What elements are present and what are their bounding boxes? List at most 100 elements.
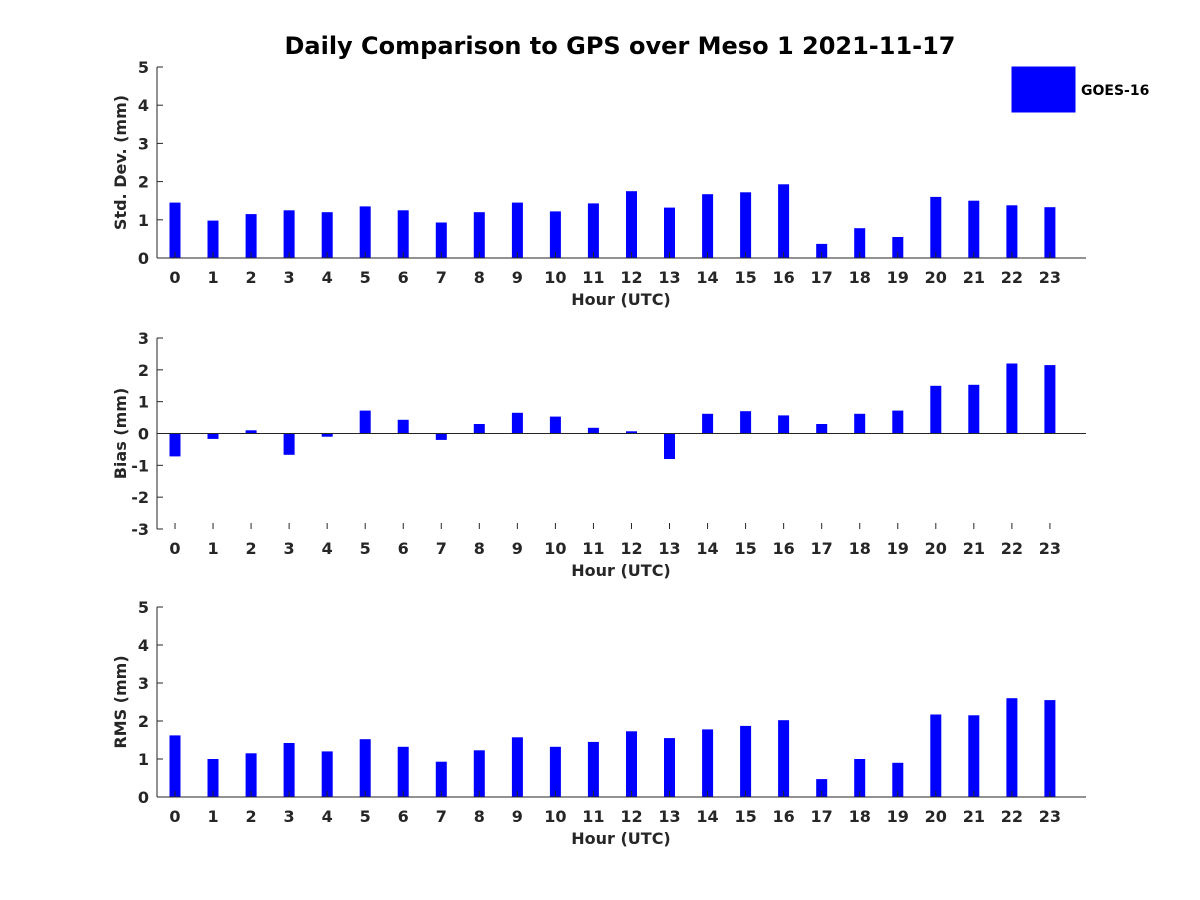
bar-bias-hour-8 bbox=[473, 424, 485, 434]
rms-xtick-label: 18 bbox=[849, 807, 871, 826]
std-ytick-label: 2 bbox=[138, 173, 149, 192]
legend: GOES-16 bbox=[1011, 66, 1149, 113]
bar-bias-hour-21 bbox=[968, 384, 980, 434]
rms-xtick-label: 10 bbox=[544, 807, 566, 826]
rms-xtick-label: 4 bbox=[322, 807, 333, 826]
bias-xtick-label: 14 bbox=[696, 539, 718, 558]
std-xtick-label: 20 bbox=[925, 268, 947, 287]
bar-bias-hour-22 bbox=[1006, 363, 1018, 434]
bar-bias-hour-23 bbox=[1044, 365, 1056, 434]
bias-xtick-label: 3 bbox=[284, 539, 295, 558]
std-xtick-label: 6 bbox=[398, 268, 409, 287]
bar-rms-hour-19 bbox=[892, 762, 904, 797]
bar-bias-hour-12 bbox=[626, 431, 637, 434]
bias-xtick-label: 9 bbox=[512, 539, 523, 558]
bar-std-hour-21 bbox=[968, 200, 980, 258]
bias-x-axis-label: Hour (UTC) bbox=[571, 561, 671, 580]
std-xtick-label: 2 bbox=[246, 268, 257, 287]
rms-xtick-label: 1 bbox=[207, 807, 218, 826]
std-x-axis-label: Hour (UTC) bbox=[571, 290, 671, 309]
std-xtick-label: 22 bbox=[1001, 268, 1023, 287]
rms-xtick-label: 17 bbox=[811, 807, 833, 826]
bar-rms-hour-12 bbox=[626, 731, 637, 797]
bar-std-hour-7 bbox=[435, 222, 447, 258]
bar-rms-hour-14 bbox=[702, 729, 714, 797]
bar-std-hour-6 bbox=[397, 210, 409, 259]
rms-ytick-label: 1 bbox=[138, 750, 149, 769]
bias-xtick-label: 10 bbox=[544, 539, 566, 558]
rms-ytick-label: 4 bbox=[138, 636, 149, 655]
std-xtick-label: 17 bbox=[811, 268, 833, 287]
bar-bias-hour-19 bbox=[892, 410, 904, 434]
bias-xtick-label: 23 bbox=[1039, 539, 1061, 558]
bar-rms-hour-10 bbox=[549, 746, 561, 797]
bias-xtick-label: 7 bbox=[436, 539, 447, 558]
std-xtick-label: 13 bbox=[658, 268, 680, 287]
std-xtick-label: 5 bbox=[360, 268, 371, 287]
bias-xtick-label: 15 bbox=[734, 539, 756, 558]
rms-ytick-label: 2 bbox=[138, 712, 149, 731]
bar-rms-hour-8 bbox=[473, 750, 485, 797]
chart-title: Daily Comparison to GPS over Meso 1 2021… bbox=[284, 32, 955, 60]
bar-std-hour-13 bbox=[664, 207, 675, 258]
bar-rms-hour-11 bbox=[587, 741, 599, 797]
bar-rms-hour-3 bbox=[283, 743, 295, 797]
bar-bias-hour-20 bbox=[930, 385, 942, 434]
bias-xtick-label: 5 bbox=[360, 539, 371, 558]
std-ytick-label: 4 bbox=[138, 96, 149, 115]
bias-ytick-label: 2 bbox=[138, 361, 149, 380]
bar-bias-hour-16 bbox=[778, 415, 790, 434]
std-xtick-label: 18 bbox=[849, 268, 871, 287]
bias-xtick-label: 0 bbox=[169, 539, 180, 558]
bar-bias-hour-1 bbox=[207, 433, 219, 439]
rms-xtick-label: 20 bbox=[925, 807, 947, 826]
bias-xtick-label: 8 bbox=[474, 539, 485, 558]
bar-bias-hour-9 bbox=[511, 412, 523, 434]
bias-xtick-label: 20 bbox=[925, 539, 947, 558]
bar-std-hour-15 bbox=[740, 192, 752, 258]
bar-rms-hour-23 bbox=[1044, 700, 1056, 797]
std-xtick-label: 8 bbox=[474, 268, 485, 287]
bar-bias-hour-6 bbox=[397, 419, 409, 434]
bar-rms-hour-15 bbox=[740, 725, 752, 797]
std-xtick-label: 16 bbox=[773, 268, 795, 287]
bar-std-hour-5 bbox=[359, 206, 371, 258]
rms-ytick-label: 3 bbox=[138, 674, 149, 693]
bar-bias-hour-17 bbox=[816, 424, 828, 434]
rms-y-axis-label: RMS (mm) bbox=[111, 655, 130, 748]
rms-xtick-label: 22 bbox=[1001, 807, 1023, 826]
bias-ytick-label: 0 bbox=[138, 425, 149, 444]
legend-swatch bbox=[1011, 66, 1076, 113]
rms-xtick-label: 13 bbox=[658, 807, 680, 826]
bias-ytick-label: -1 bbox=[131, 456, 149, 475]
bias-ytick-label: 1 bbox=[138, 393, 149, 412]
std-xtick-label: 15 bbox=[734, 268, 756, 287]
bar-std-hour-11 bbox=[587, 203, 599, 258]
std-ytick-label: 1 bbox=[138, 211, 149, 230]
std-y-axis-label: Std. Dev. (mm) bbox=[111, 95, 130, 230]
rms-xtick-label: 14 bbox=[696, 807, 718, 826]
bar-rms-hour-18 bbox=[854, 759, 866, 797]
std-xtick-label: 11 bbox=[582, 268, 604, 287]
std-xtick-label: 23 bbox=[1039, 268, 1061, 287]
bar-bias-hour-14 bbox=[702, 413, 714, 434]
rms-xtick-label: 2 bbox=[246, 807, 257, 826]
bar-rms-hour-21 bbox=[968, 715, 980, 797]
legend-label: GOES-16 bbox=[1081, 83, 1149, 99]
bar-bias-hour-3 bbox=[283, 433, 295, 455]
rms-xtick-label: 19 bbox=[887, 807, 909, 826]
bar-std-hour-18 bbox=[854, 228, 866, 258]
bias-xtick-label: 4 bbox=[322, 539, 333, 558]
std-ytick-label: 3 bbox=[138, 134, 149, 153]
bias-xtick-label: 22 bbox=[1001, 539, 1023, 558]
bar-rms-hour-17 bbox=[816, 779, 828, 797]
bias-xtick-label: 6 bbox=[398, 539, 409, 558]
bar-std-hour-14 bbox=[702, 194, 714, 258]
rms-xtick-label: 23 bbox=[1039, 807, 1061, 826]
rms-xtick-label: 8 bbox=[474, 807, 485, 826]
bar-bias-hour-5 bbox=[359, 410, 371, 434]
rms-xtick-label: 6 bbox=[398, 807, 409, 826]
